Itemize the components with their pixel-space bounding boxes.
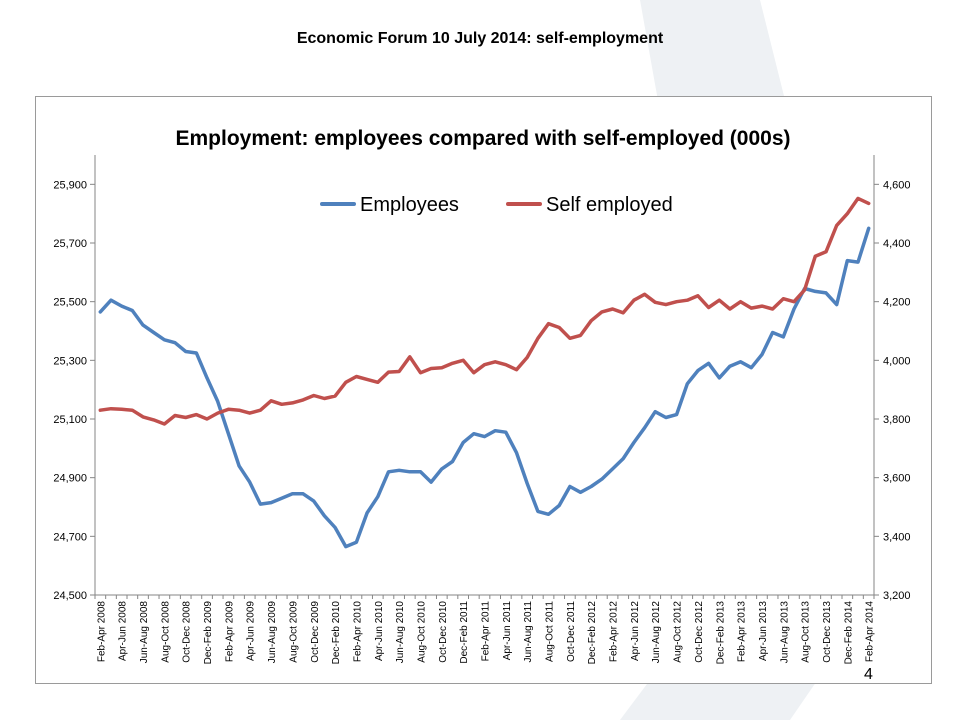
x-tick-label: Aug-Oct 2013	[801, 601, 812, 663]
left-tick-label: 24,500	[53, 590, 87, 602]
x-tick-label: Oct-Dec 2013	[822, 601, 833, 663]
x-tick-label: Aug-Oct 2012	[673, 601, 684, 663]
left-tick-label: 25,700	[53, 238, 87, 250]
x-tick-label: Feb-Apr 2011	[481, 601, 492, 662]
chart-axes	[94, 155, 875, 596]
right-tick-label: 3,600	[883, 473, 911, 485]
left-tick-label: 25,500	[53, 297, 87, 309]
x-tick-label: Apr-Jun 2009	[246, 601, 257, 661]
right-tick-label: 4,200	[883, 297, 911, 309]
legend-label-employees: Employees	[360, 194, 459, 216]
x-tick-label: Jun-Aug 2009	[267, 601, 278, 664]
right-tick-label: 3,200	[883, 590, 911, 602]
slide-title: Economic Forum 10 July 2014: self-employ…	[296, 30, 664, 47]
x-tick-label: Apr-Jun 2010	[374, 601, 385, 661]
left-tick-label: 25,100	[53, 414, 87, 426]
x-tick-label: Oct-Dec 2012	[694, 601, 705, 663]
x-tick-label: Aug-Oct 2009	[288, 601, 299, 663]
chart-frame: Employment: employees compared with self…	[35, 96, 932, 684]
series-line-employees	[98, 226, 871, 549]
x-tick-label: Feb-Apr 2013	[737, 601, 748, 663]
right-tick-label: 3,800	[883, 414, 911, 426]
x-tick-label: Jun-Aug 2013	[779, 601, 790, 664]
x-tick-label: Aug-Oct 2010	[416, 601, 427, 663]
chart-title: Employment: employees compared with self…	[175, 127, 790, 150]
x-tick-label: Apr-Jun 2008	[118, 601, 129, 661]
chart-legend: Employees Self employed	[320, 194, 673, 216]
x-tick-label: Dec-Feb 2013	[715, 601, 726, 665]
right-tick-label: 3,400	[883, 531, 911, 543]
x-tick-label: Feb-Apr 2010	[352, 601, 363, 663]
x-tick-label: Feb-Apr 2012	[609, 601, 620, 663]
right-axis-ticks: 3,200 3,400 3,600 3,800 4,000 4,200 4,400 4,600	[874, 179, 911, 602]
left-tick-label: 25,300	[53, 355, 87, 367]
x-tick-label: Oct-Dec 2011	[566, 601, 577, 662]
left-tick-label: 24,700	[53, 531, 87, 543]
employment-line-chart: Employment: employees compared with self…	[53, 127, 911, 665]
left-tick-label: 25,900	[53, 179, 87, 191]
x-tick-label: Apr-Jun 2012	[630, 601, 641, 661]
right-tick-label: 4,000	[883, 355, 911, 367]
x-tick-label: Feb-Apr 2014	[865, 601, 876, 663]
x-tick-label: Oct-Dec 2009	[310, 601, 321, 663]
page-number: 4	[864, 666, 873, 683]
left-axis-ticks: 24,500 24,700 24,900 25,100 25,300 25,500 25,7…	[53, 179, 95, 602]
x-tick-label: Jun-Aug 2010	[395, 601, 406, 664]
left-tick-label: 24,900	[53, 473, 87, 485]
legend-label-self-employed: Self employed	[546, 194, 673, 216]
x-tick-label: Feb-Apr 2008	[96, 601, 107, 663]
x-tick-label: Jun-Aug 2008	[139, 601, 150, 664]
series-layer	[98, 196, 871, 549]
x-tick-label: Apr-Jun 2013	[758, 601, 769, 661]
x-tick-label: Aug-Oct 2008	[160, 601, 171, 663]
x-tick-label: Apr-Jun 2011	[502, 601, 513, 661]
x-tick-label: Dec-Feb 2010	[331, 601, 342, 665]
x-tick-label: Aug-Oct 2011	[545, 601, 556, 662]
right-tick-label: 4,600	[883, 179, 911, 191]
series-line-self-employed	[98, 196, 871, 426]
x-tick-label: Oct-Dec 2008	[182, 601, 193, 663]
x-tick-label: Dec-Feb 2014	[843, 601, 854, 665]
x-tick-label: Oct-Dec 2010	[438, 601, 449, 663]
right-tick-label: 4,400	[883, 238, 911, 250]
x-axis-ticks: Feb-Apr 2008 Apr-Jun 2008 Jun-Aug 2008 Aug-…	[94, 595, 876, 665]
x-tick-label: Jun-Aug 2012	[651, 601, 662, 664]
x-tick-label: Jun-Aug 2011	[523, 601, 534, 663]
x-tick-label: Dec-Feb 2012	[587, 601, 598, 665]
x-tick-label: Dec-Feb 2009	[203, 601, 214, 665]
x-tick-label: Dec-Feb 2011	[459, 601, 470, 664]
x-tick-label: Feb-Apr 2009	[224, 601, 235, 663]
